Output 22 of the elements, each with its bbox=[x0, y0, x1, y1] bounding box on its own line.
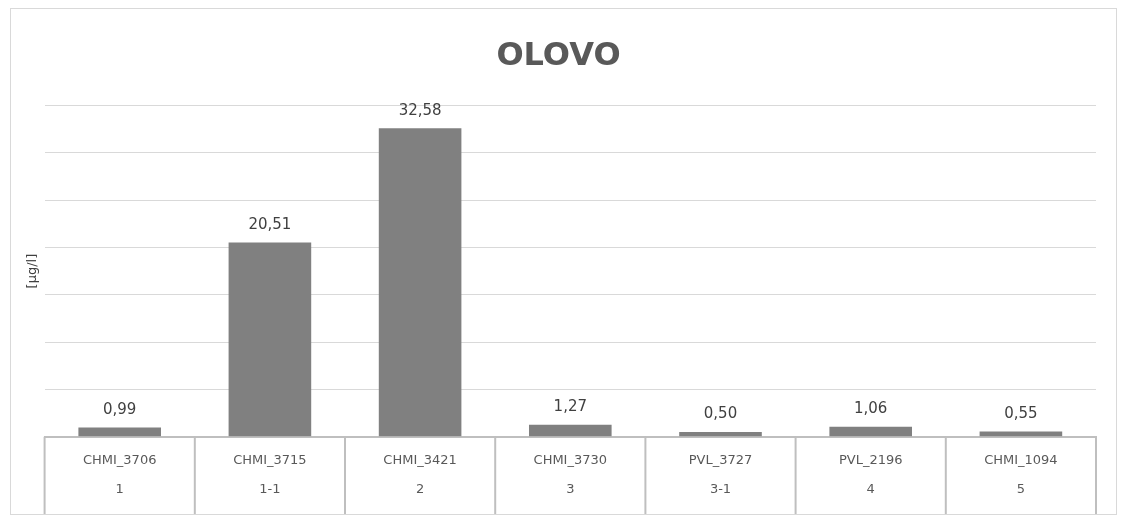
data-label: 0,50 bbox=[703, 404, 738, 423]
bar bbox=[78, 427, 162, 437]
data-label: 32,58 bbox=[398, 100, 442, 119]
x-tick-label: CHMI_3730 3 bbox=[533, 452, 608, 497]
x-tick-label: CHMI_1094 5 bbox=[984, 452, 1058, 497]
data-label: 0,55 bbox=[1004, 403, 1038, 422]
data-label: 1,06 bbox=[854, 399, 888, 418]
y-axis-title: [µg/l] bbox=[24, 253, 40, 289]
bar bbox=[679, 432, 762, 437]
bar bbox=[228, 242, 312, 437]
x-tick-label: PVL_3727 3-1 bbox=[688, 452, 753, 497]
x-tick-label: CHMI_3706 1 bbox=[82, 452, 157, 497]
x-tick-label: CHMI_3421 2 bbox=[383, 452, 457, 497]
bar bbox=[829, 426, 913, 437]
x-tick-label: CHMI_3715 1-1 bbox=[233, 452, 307, 497]
data-label: 1,27 bbox=[553, 397, 587, 416]
bar bbox=[529, 424, 612, 437]
bar bbox=[378, 128, 462, 437]
chart-title: OLOVO bbox=[496, 34, 621, 73]
data-label: 0,99 bbox=[103, 399, 137, 418]
data-label: 20,51 bbox=[248, 214, 292, 233]
x-tick-label: PVL_2196 4 bbox=[838, 452, 903, 497]
